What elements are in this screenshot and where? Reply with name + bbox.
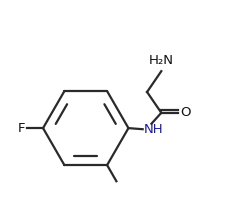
Text: F: F	[17, 122, 25, 135]
Text: H₂N: H₂N	[149, 54, 174, 67]
Text: O: O	[180, 106, 191, 119]
Text: NH: NH	[144, 123, 163, 136]
